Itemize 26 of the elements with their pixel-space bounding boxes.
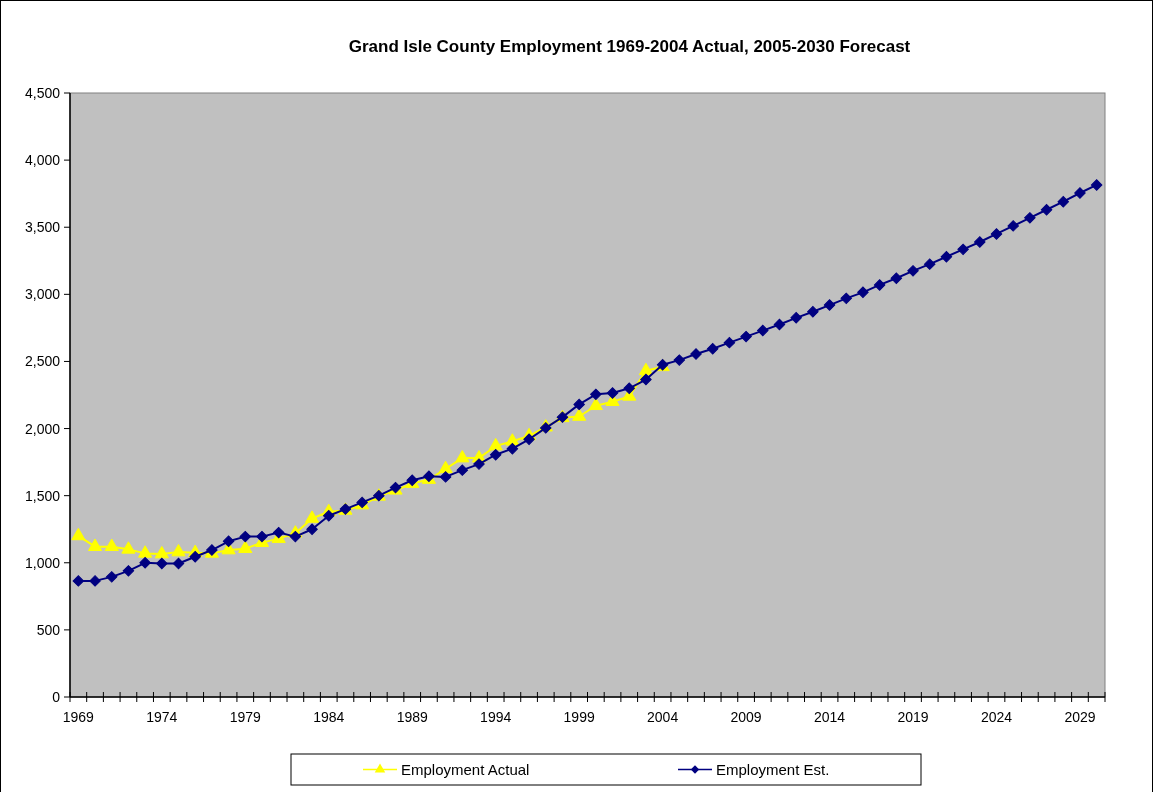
y-tick-label: 3,500 xyxy=(24,219,61,236)
y-tick-label: 2,500 xyxy=(24,353,61,370)
x-tick-label: 2014 xyxy=(813,709,846,725)
y-tick-label: 500 xyxy=(36,621,61,638)
x-tick-label: 2004 xyxy=(647,709,679,725)
x-tick-label: 1994 xyxy=(480,709,512,725)
y-tick-label: 4,000 xyxy=(24,152,61,169)
legend-label: Employment Est. xyxy=(716,760,830,778)
y-tick-label: 1,000 xyxy=(24,554,61,571)
legend-label: Employment Actual xyxy=(401,760,530,778)
y-tick-label: 2,000 xyxy=(24,420,61,437)
x-tick-label: 1974 xyxy=(146,709,178,725)
x-tick-label: 1979 xyxy=(229,709,262,725)
x-tick-label: 2009 xyxy=(730,709,762,725)
x-tick-label: 2019 xyxy=(897,709,929,725)
x-tick-label: 1989 xyxy=(396,709,428,725)
x-tick-label: 2029 xyxy=(1064,709,1096,725)
y-tick-label: 1,500 xyxy=(24,487,61,504)
y-tick-label: 0 xyxy=(52,689,61,705)
y-tick-label: 3,000 xyxy=(24,286,61,303)
x-tick-label: 2024 xyxy=(980,709,1013,725)
x-tick-label: 1999 xyxy=(563,709,595,725)
chart-title: Grand Isle County Employment 1969-2004 Actual, 2005-2030 Forecast xyxy=(348,37,911,56)
x-tick-label: 1984 xyxy=(313,709,345,725)
y-tick-label: 4,500 xyxy=(24,85,61,101)
x-tick-label: 1969 xyxy=(62,709,95,725)
